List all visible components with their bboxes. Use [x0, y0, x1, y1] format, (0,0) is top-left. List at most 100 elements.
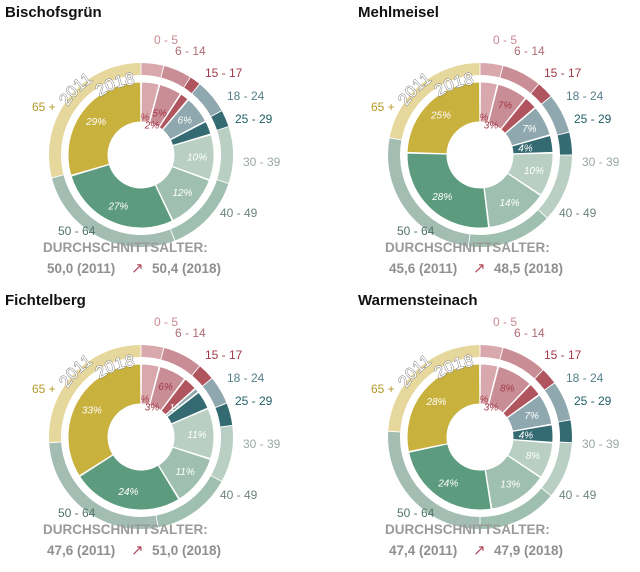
data-label-40-49: 11% [175, 467, 194, 478]
data-label-30-39: 10% [524, 166, 544, 177]
inner-ring-segment-6-14 [487, 83, 527, 130]
average-age-heading: DURCHSCHNITTSALTER: [43, 522, 208, 537]
category-label-50-64: 50 - 64 [58, 224, 96, 238]
data-label-18-24: 6% [178, 116, 193, 127]
outer-ring-segment-6-14 [161, 66, 190, 88]
inner-ring-segment-50-64 [406, 152, 490, 229]
data-label-6-14: 8% [500, 384, 515, 395]
inner-ring-segment-18-24 [504, 107, 551, 147]
category-label-6-14: 6 - 14 [175, 326, 206, 340]
inner-ring-segment-30-39 [170, 407, 215, 460]
outer-ring-segment-65 [389, 63, 480, 140]
inner-ring-segment-40-49 [483, 172, 542, 228]
inner-ring-segment-40-49 [154, 165, 211, 222]
category-label-50-64: 50 - 64 [397, 506, 435, 520]
outer-ring-segment-25-29 [558, 420, 573, 443]
outer-ring-segment-15-17 [535, 370, 555, 390]
category-label-18-24: 18 - 24 [227, 89, 265, 103]
category-label-6-14: 6 - 14 [514, 326, 545, 340]
average-age-2018: 50,4 (2018) [152, 261, 221, 276]
outer-ring-segment-65 [48, 63, 141, 178]
outer-ring-segment-30-39 [538, 155, 572, 218]
data-label-40-49: 14% [499, 198, 519, 209]
data-label-6-14: 5% [152, 108, 167, 119]
category-label-15-17: 15 - 17 [205, 348, 243, 362]
data-label-50-64: 24% [117, 487, 138, 498]
data-label-65: 33% [82, 406, 102, 417]
category-label-18-24: 18 - 24 [227, 371, 265, 385]
increase-arrow-icon: ↗ [131, 541, 144, 559]
category-label-6-14: 6 - 14 [514, 44, 545, 58]
category-label-18-24: 18 - 24 [566, 89, 604, 103]
data-label-15-17: 3% [145, 403, 160, 414]
outer-ring-segment-18-24 [541, 96, 569, 135]
average-age-2011: 50,0 (2011) [47, 261, 115, 276]
data-label-6-14: 6% [158, 382, 173, 393]
outer-ring-segment-18-24 [192, 84, 222, 117]
data-label-18-24: 7% [524, 411, 539, 422]
average-age-2018: 47,9 (2018) [494, 543, 563, 558]
average-age-2011: 47,6 (2011) [47, 543, 115, 558]
average-age-heading: DURCHSCHNITTSALTER: [385, 522, 550, 537]
data-label-15-17: 3% [484, 403, 499, 414]
category-label-40-49: 40 - 49 [559, 488, 597, 502]
chart-panel-warmensteinach: Warmensteinach4%8%3%7%4%8%13%24%28%20112… [358, 292, 620, 559]
inner-ring-segment-30-39 [506, 439, 554, 478]
inner-ring-segment-40-49 [484, 454, 542, 510]
category-label-0-5: 0 - 5 [493, 33, 517, 47]
outer-ring-segment-30-39 [217, 127, 233, 183]
outer-ring-segment-0-5 [480, 63, 503, 78]
data-label-40-49: 12% [172, 188, 192, 199]
outer-ring-segment-6-14 [500, 66, 539, 94]
chart-title: Bischofsgrün [5, 4, 102, 21]
data-label-0-5: 4% [135, 395, 150, 406]
average-age-2018: 51,0 (2018) [152, 543, 221, 558]
category-label-40-49: 40 - 49 [559, 206, 597, 220]
data-label-0-5: 4% [135, 113, 150, 124]
data-label-6-14: 7% [498, 100, 513, 111]
category-label-40-49: 40 - 49 [220, 206, 258, 220]
data-label-25-29: 4% [518, 143, 533, 154]
outer-ring-segment-50-64 [49, 442, 158, 529]
data-label-18-24: 7% [522, 124, 537, 135]
outer-ring-segment-65 [49, 345, 141, 443]
data-label-18-24: 1% [169, 403, 184, 414]
data-label-25-29: 4% [519, 430, 534, 441]
inner-ring-segment-30-39 [171, 133, 215, 181]
outer-ring-segment-50-64 [388, 138, 470, 247]
inner-ring-segment-65 [406, 363, 481, 453]
increase-arrow-icon: ↗ [473, 259, 486, 277]
inner-ring-segment-30-39 [506, 152, 554, 196]
category-label-25-29: 25 - 29 [235, 394, 273, 408]
category-label-25-29: 25 - 29 [574, 394, 612, 408]
increase-arrow-icon: ↗ [473, 541, 486, 559]
category-label-18-24: 18 - 24 [566, 371, 604, 385]
outer-ring-segment-25-29 [215, 403, 233, 427]
data-label-50-64: 27% [107, 202, 128, 213]
category-label-50-64: 50 - 64 [58, 506, 96, 520]
category-label-30-39: 30 - 39 [582, 155, 620, 169]
inner-ring-segment-18-24 [506, 394, 553, 432]
data-label-15-17: 3% [484, 121, 499, 132]
category-label-30-39: 30 - 39 [582, 437, 620, 451]
data-label-0-5: 4% [474, 395, 489, 406]
average-age-2018: 48,5 (2018) [494, 261, 563, 276]
data-label-0-5: 4% [474, 113, 489, 124]
chart-title: Mehlmeisel [358, 4, 439, 21]
outer-ring-segment-18-24 [544, 383, 571, 422]
outer-ring-segment-15-17 [192, 366, 212, 386]
outer-ring-segment-50-64 [52, 175, 175, 248]
inner-ring-segment-50-64 [78, 454, 180, 511]
data-label-30-39: 8% [526, 451, 541, 462]
data-label-65: 25% [430, 110, 451, 121]
outer-ring-segment-6-14 [161, 348, 200, 376]
outer-ring-segment-30-39 [541, 442, 572, 496]
category-label-0-5: 0 - 5 [154, 33, 178, 47]
category-label-30-39: 30 - 39 [243, 437, 281, 451]
category-label-0-5: 0 - 5 [154, 315, 178, 329]
data-label-40-49: 13% [500, 480, 520, 491]
outer-ring-segment-40-49 [468, 210, 547, 247]
chart-title: Warmensteinach [358, 292, 477, 309]
